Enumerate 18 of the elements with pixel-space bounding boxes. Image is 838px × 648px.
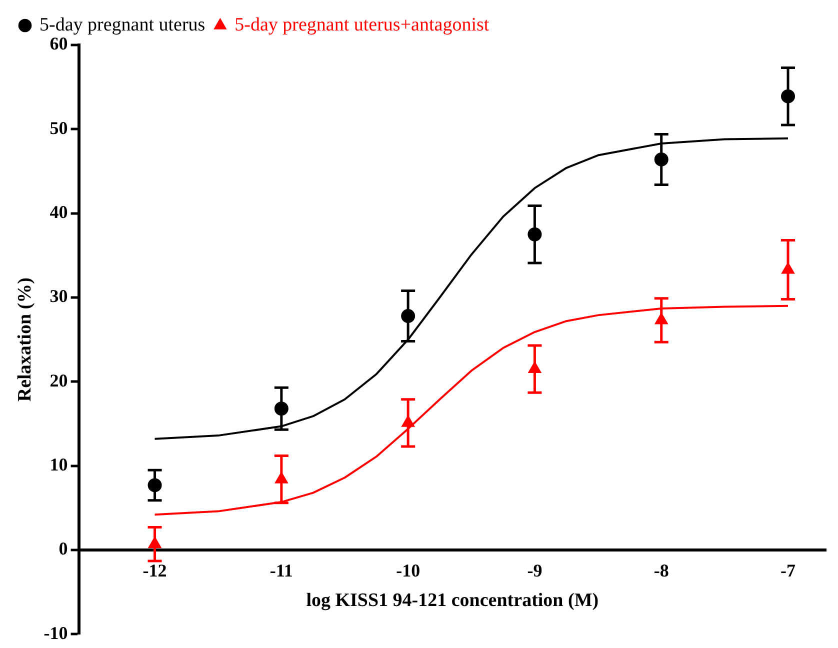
y-tick-label: 0 <box>58 538 68 559</box>
y-tick-label: 40 <box>50 202 68 222</box>
y-tick-label: -10 <box>44 622 68 643</box>
x-tick-label: -12 <box>142 560 167 580</box>
x-tick-label: -10 <box>396 560 420 580</box>
legend-label: 5-day pregnant uterus <box>40 14 206 36</box>
x-tick-label: -8 <box>654 560 669 580</box>
x-tick-label: -11 <box>270 560 293 580</box>
y-tick-label: 50 <box>50 118 68 138</box>
y-tick-label: 20 <box>50 370 68 390</box>
y-axis-title: Relaxation (%) <box>14 278 36 402</box>
y-tick-label: 30 <box>50 286 68 306</box>
y-tick-label: 60 <box>50 34 68 54</box>
x-tick-label: -7 <box>780 560 796 580</box>
y-tick-label: 10 <box>50 454 68 475</box>
legend-label: 5-day pregnant uterus+antagonist <box>234 14 490 36</box>
x-axis-title: log KISS1 94-121 concentration (M) <box>306 590 599 611</box>
x-tick-label: -9 <box>527 560 542 580</box>
